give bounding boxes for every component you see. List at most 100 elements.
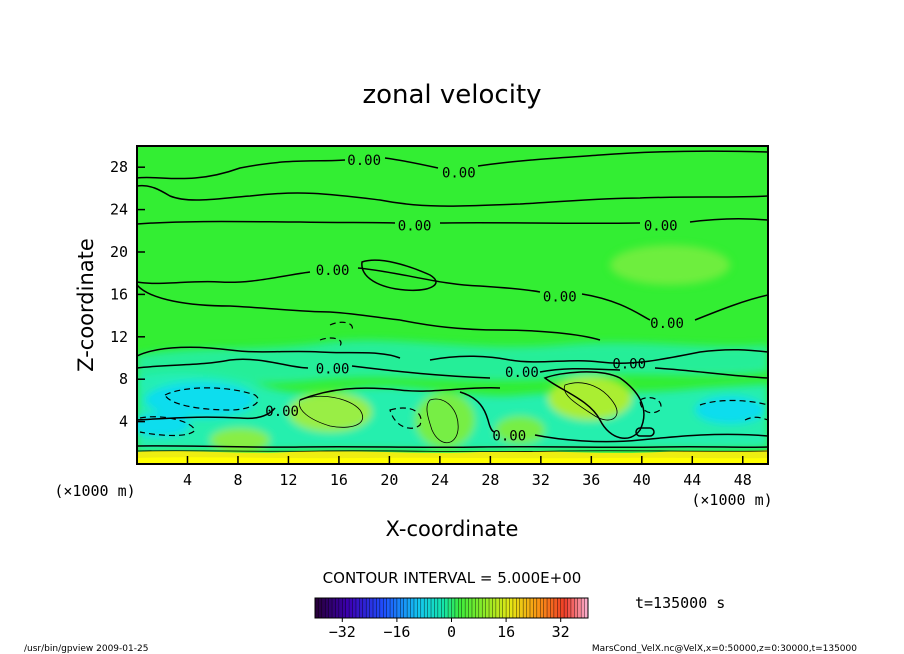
y-tick-label-8: 8 [119,370,128,388]
colorbar-swatch [482,598,486,618]
contour-pos-low [137,450,768,453]
colorbar-swatch [431,598,435,618]
strong-negative-right [695,396,765,424]
colorbar-swatch [355,598,360,618]
colorbar-swatch [345,598,350,618]
contour-z18-right [694,294,768,321]
colorbar-swatch [543,598,548,618]
colorbar-swatch [458,598,463,618]
colorbar-swatch [383,598,387,618]
colorbar-swatch [315,598,319,618]
colorbar-tick-label-4: 32 [552,623,570,641]
contour-z5-mid [299,386,501,401]
colorbar-swatch [451,598,456,618]
colorbar-swatch [403,598,408,618]
contour-z3-right [534,433,768,443]
colorbar-swatch [366,598,370,618]
colorbar-ticks: −32 −16 0 16 32 [329,618,570,641]
contour-z4-mid [459,391,496,433]
contour-pos-27 [426,398,459,444]
contour-z9-37 [543,371,645,440]
colorbar-swatch [420,598,425,618]
colorbar-swatch [471,598,476,618]
light-region-upper-right [610,245,730,285]
colorbar-swatch [516,598,521,618]
chart-title: zonal velocity [362,80,541,110]
contour-neg-left-lower [139,416,196,437]
colorbar-swatch [567,598,572,618]
colorbar-swatch [509,598,514,618]
colorbar-swatch [489,598,493,618]
contour-neg-mid [389,407,422,429]
contour-neg-upper [319,321,353,347]
contour-z14-middle [399,319,601,341]
negative-contours [139,321,768,437]
x-tick-label-8: 8 [233,471,242,489]
colorbar-swatch [434,598,439,618]
colorbar-swatch [461,598,466,618]
colorbar-swatch [349,598,353,618]
colorbar-swatch [502,598,507,618]
contour-neg-left [164,387,259,411]
strong-negative-spot [635,427,655,437]
colorbar-swatch [468,598,473,618]
colorbar-swatch [478,598,483,618]
colorbar-swatch [536,598,541,618]
contour-z11 [137,346,768,364]
positive-lobe-27 [415,392,475,448]
colorbar-swatch [400,598,405,618]
contour-label-3: 0.00 [644,219,678,235]
x-tick-label-36: 36 [582,471,600,489]
contour-label-11: 0.00 [492,428,526,444]
colorbar-tick-label-0: −32 [329,623,356,641]
strong-negative-left [145,382,255,418]
colorbar-swatch [454,598,459,618]
colorbar-swatch [512,598,517,618]
colorbar-swatch [485,598,490,618]
colorbar-swatch [547,598,551,618]
x-tick-label-12: 12 [279,471,297,489]
colorbar-swatch [417,598,422,618]
colorbar-swatch [321,598,326,618]
colorbar-swatch [413,598,418,618]
colorbar-swatch [332,598,336,618]
positive-lobe-16 [288,392,372,432]
colorbar-swatch [529,598,534,618]
contour-neg-right [699,399,768,421]
contour-pos-36 [563,382,618,421]
contour-label-4: 0.00 [316,263,350,279]
contour-z18-main [137,267,651,321]
contour-z5-left [137,407,276,421]
colorbar-swatch [550,598,555,618]
footer-right: MarsCond_VelX.nc@VelX,x=0:50000,z=0:3000… [592,644,857,654]
colorbar-swatch [564,598,568,618]
x-tick-label-4: 4 [183,471,192,489]
colorbar-swatch [448,598,452,618]
y-tick-label-16: 16 [110,285,128,303]
colorbar-swatch [581,598,585,618]
colorbar-swatches [314,598,589,618]
contour-label-10: 0.00 [265,404,299,420]
colorbar-swatch [526,598,531,618]
positive-lobe-30 [495,416,545,444]
colorbar-swatch [437,598,442,618]
colorbar-swatch [376,598,381,618]
colorbar-swatch [492,598,497,618]
positive-lobe-37 [548,376,632,420]
colorbar-swatch [325,598,329,618]
contour-z22 [137,217,768,225]
colorbar-swatch [427,598,432,618]
colorbar-swatch [390,598,394,618]
colorbar-swatch [338,598,343,618]
colorbar-swatch [386,598,391,618]
colorbar-swatch [424,598,428,618]
y-tick-label-28: 28 [110,158,128,176]
colorbar-swatch [574,598,579,618]
contour-label-7: 0.00 [316,362,350,378]
colorbar-swatch [557,598,561,618]
contour-z16-left [137,284,401,321]
colorbar-swatch [577,598,582,618]
contour-label-2: 0.00 [398,219,432,235]
x-unit-label: (×1000 m) [691,491,772,509]
contour-label-0: 0.00 [347,153,381,169]
